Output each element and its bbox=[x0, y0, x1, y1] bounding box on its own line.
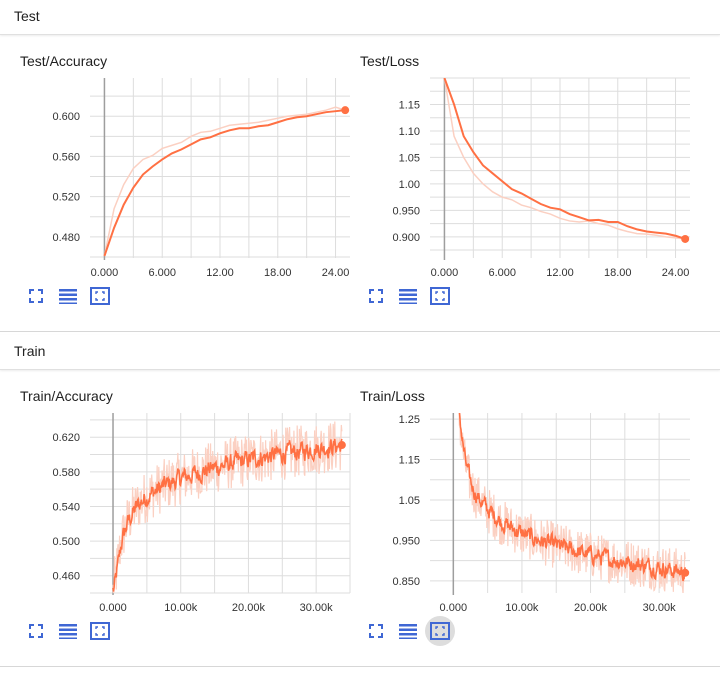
y-tick-label: 0.900 bbox=[392, 232, 420, 244]
section-divider bbox=[0, 331, 720, 332]
series-group bbox=[458, 413, 686, 593]
series-group bbox=[103, 106, 346, 257]
grid bbox=[430, 413, 690, 593]
y-tick-label: 0.460 bbox=[52, 571, 80, 583]
chart-card-test-accuracy: Test/Accuracy 0.000 6.000 12.00 18.00 24.00 0… bbox=[0, 53, 350, 353]
series-group bbox=[112, 421, 343, 593]
y-tick-label: 0.500 bbox=[52, 536, 80, 548]
chart-plot-train-loss[interactable]: 0.000 10.00k 20.00k 30.00k 0.850 0.950 1.05 1.1… bbox=[340, 388, 700, 628]
y-tick-label: 0.950 bbox=[392, 205, 420, 217]
chart-title: Test/Accuracy bbox=[20, 53, 108, 69]
fit-domain-button[interactable] bbox=[89, 285, 111, 307]
chart-plot-test-loss[interactable]: 0.000 6.000 12.00 18.00 24.00 0.900 0.950 1.00 1… bbox=[340, 53, 700, 293]
x-tick-label: 20.00k bbox=[232, 602, 266, 614]
fit-domain-icon bbox=[430, 287, 450, 305]
series-end-marker bbox=[337, 441, 346, 450]
x-tick-label: 12.00 bbox=[546, 267, 574, 279]
series-end-marker bbox=[681, 568, 690, 577]
x-tick-label: 24.00 bbox=[662, 267, 690, 279]
x-tick-label: 24.00 bbox=[322, 267, 350, 279]
fit-domain-button[interactable] bbox=[429, 285, 451, 307]
series-group bbox=[443, 78, 686, 240]
fit-domain-button[interactable] bbox=[89, 620, 111, 642]
y-tick-label: 0.580 bbox=[52, 467, 80, 479]
series-end-marker bbox=[681, 234, 690, 243]
section-header-test[interactable]: Test bbox=[0, 0, 720, 35]
y-tick-label: 1.15 bbox=[399, 99, 420, 111]
chart-plot-test-accuracy[interactable]: 0.000 6.000 12.00 18.00 24.00 0.480 0.520 0.560… bbox=[0, 53, 360, 293]
y-tick-label: 1.15 bbox=[399, 455, 420, 467]
toggle-log-scale-button[interactable] bbox=[397, 285, 419, 307]
x-tick-label: 0.000 bbox=[431, 267, 459, 279]
series-line-smoothed bbox=[443, 78, 686, 240]
toggle-log-scale-button[interactable] bbox=[397, 620, 419, 642]
fit-domain-button[interactable] bbox=[425, 616, 455, 646]
chart-card-train-accuracy: Train/Accuracy 0.000 10.00k 20.00k 30.00k 0.… bbox=[0, 388, 351, 688]
chart-title: Train/Loss bbox=[360, 388, 425, 404]
y-tick-label: 0.950 bbox=[392, 535, 420, 547]
fullscreen-button[interactable] bbox=[25, 620, 47, 642]
y-tick-label: 1.10 bbox=[399, 126, 420, 138]
x-tick-label: 20.00k bbox=[574, 602, 608, 614]
x-tick-label: 30.00k bbox=[643, 602, 677, 614]
grid bbox=[90, 78, 350, 258]
fullscreen-button[interactable] bbox=[365, 620, 387, 642]
fullscreen-icon bbox=[29, 624, 43, 638]
y-tick-label: 0.540 bbox=[52, 501, 80, 513]
toggle-log-scale-button[interactable] bbox=[57, 285, 79, 307]
fit-domain-icon bbox=[430, 622, 450, 640]
fit-domain-icon bbox=[90, 622, 110, 640]
x-tick-label: 0.000 bbox=[99, 602, 127, 614]
section-header-train[interactable]: Train bbox=[0, 335, 720, 370]
x-tick-label: 6.000 bbox=[488, 267, 516, 279]
section-divider bbox=[0, 666, 720, 667]
fullscreen-button[interactable] bbox=[25, 285, 47, 307]
toggle-log-scale-icon bbox=[399, 624, 417, 639]
x-tick-label: 18.00 bbox=[604, 267, 632, 279]
chart-card-train-loss: Train/Loss 0.000 10.00k 20.00k 30.00k 0.850 0… bbox=[340, 388, 690, 688]
section-title: Train bbox=[14, 343, 46, 359]
toggle-log-scale-button[interactable] bbox=[57, 620, 79, 642]
grid bbox=[90, 413, 351, 594]
y-tick-label: 1.05 bbox=[399, 495, 420, 507]
y-tick-label: 0.600 bbox=[52, 111, 80, 123]
y-tick-label: 1.05 bbox=[399, 152, 420, 164]
x-tick-label: 30.00k bbox=[300, 602, 334, 614]
fullscreen-icon bbox=[29, 289, 43, 303]
toggle-log-scale-icon bbox=[59, 624, 77, 639]
section-title: Test bbox=[14, 8, 40, 24]
series-line-raw bbox=[103, 106, 346, 257]
y-tick-label: 0.480 bbox=[52, 232, 80, 244]
series-line-raw bbox=[443, 78, 686, 240]
x-tick-label: 0.000 bbox=[91, 267, 119, 279]
y-tick-label: 1.00 bbox=[399, 179, 420, 191]
chart-plot-train-accuracy[interactable]: 0.000 10.00k 20.00k 30.00k 0.460 0.500 0.540 0.… bbox=[0, 388, 360, 628]
toggle-log-scale-icon bbox=[399, 289, 417, 304]
toggle-log-scale-icon bbox=[59, 289, 77, 304]
y-tick-label: 0.520 bbox=[52, 192, 80, 204]
x-tick-label: 6.000 bbox=[148, 267, 176, 279]
y-tick-label: 0.850 bbox=[392, 576, 420, 588]
series-end-marker bbox=[341, 106, 350, 115]
y-tick-label: 1.25 bbox=[399, 414, 420, 426]
x-tick-label: 12.00 bbox=[206, 267, 234, 279]
series-line-smoothed bbox=[112, 438, 343, 592]
chart-title: Train/Accuracy bbox=[20, 388, 113, 404]
x-tick-label: 0.000 bbox=[440, 602, 468, 614]
fullscreen-icon bbox=[369, 624, 383, 638]
series-line-smoothed bbox=[103, 109, 346, 257]
series-line-raw bbox=[458, 413, 686, 593]
fullscreen-button[interactable] bbox=[365, 285, 387, 307]
fit-domain-icon bbox=[90, 287, 110, 305]
x-tick-label: 10.00k bbox=[505, 602, 539, 614]
x-tick-label: 18.00 bbox=[264, 267, 292, 279]
series-line-smoothed bbox=[458, 413, 686, 582]
fullscreen-icon bbox=[369, 289, 383, 303]
chart-title: Test/Loss bbox=[360, 53, 420, 69]
y-tick-label: 0.560 bbox=[52, 151, 80, 163]
y-tick-label: 0.620 bbox=[52, 432, 80, 444]
x-tick-label: 10.00k bbox=[164, 602, 198, 614]
chart-card-test-loss: Test/Loss 0.000 6.000 12.00 18.00 24.00 0.900… bbox=[340, 53, 690, 353]
